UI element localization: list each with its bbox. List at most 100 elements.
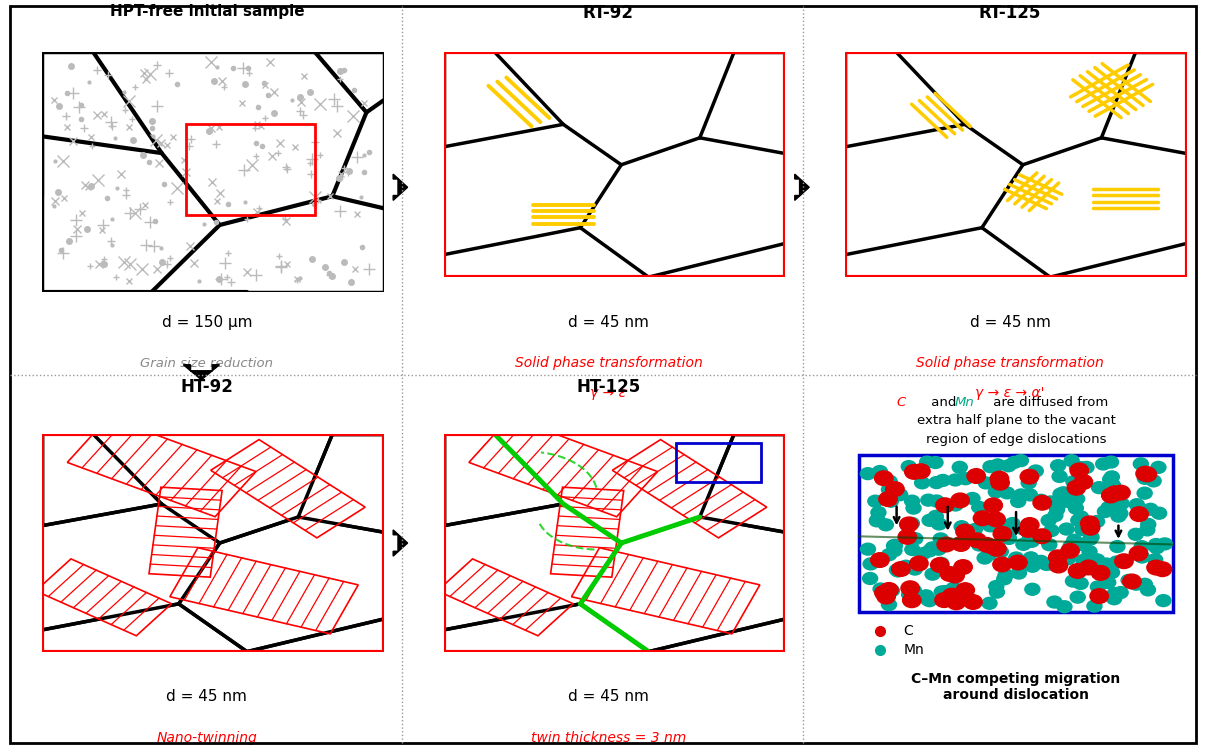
Circle shape	[978, 477, 994, 489]
Circle shape	[956, 583, 974, 598]
Circle shape	[1048, 550, 1067, 565]
Circle shape	[1097, 506, 1112, 518]
Circle shape	[902, 593, 921, 607]
Circle shape	[1076, 554, 1091, 566]
Text: Solid phase transformation: Solid phase transformation	[515, 357, 702, 370]
Circle shape	[1056, 601, 1072, 613]
Circle shape	[1158, 538, 1172, 550]
Circle shape	[1143, 503, 1158, 515]
Circle shape	[1049, 558, 1067, 573]
Circle shape	[898, 560, 913, 572]
Circle shape	[1001, 460, 1015, 472]
Circle shape	[919, 456, 935, 468]
Circle shape	[931, 518, 947, 530]
Circle shape	[952, 537, 970, 551]
Polygon shape	[211, 440, 365, 538]
Circle shape	[929, 510, 943, 522]
Circle shape	[1075, 462, 1089, 473]
Circle shape	[999, 525, 1013, 537]
Circle shape	[958, 473, 973, 485]
Circle shape	[1137, 473, 1153, 485]
Circle shape	[882, 549, 897, 560]
Circle shape	[1075, 475, 1093, 489]
Circle shape	[908, 467, 924, 479]
Circle shape	[1096, 458, 1111, 470]
Circle shape	[1044, 524, 1059, 536]
Circle shape	[1011, 496, 1025, 508]
Circle shape	[949, 567, 965, 579]
Circle shape	[1071, 515, 1085, 527]
Circle shape	[1091, 565, 1110, 580]
Circle shape	[1090, 554, 1105, 565]
Circle shape	[909, 556, 929, 571]
Circle shape	[1137, 487, 1152, 499]
Circle shape	[900, 517, 918, 532]
Circle shape	[972, 539, 987, 551]
Circle shape	[933, 557, 949, 569]
Circle shape	[936, 474, 950, 486]
Circle shape	[982, 549, 996, 561]
Circle shape	[989, 586, 1005, 598]
Circle shape	[1061, 544, 1079, 558]
Circle shape	[860, 543, 876, 555]
Circle shape	[1070, 463, 1089, 478]
Circle shape	[1105, 471, 1119, 483]
Circle shape	[927, 457, 943, 468]
Circle shape	[1072, 539, 1088, 551]
Circle shape	[911, 559, 926, 571]
Circle shape	[947, 595, 966, 610]
Circle shape	[882, 476, 897, 488]
Circle shape	[1020, 518, 1040, 533]
Circle shape	[947, 586, 961, 598]
Circle shape	[1141, 518, 1155, 530]
Polygon shape	[170, 548, 358, 634]
Circle shape	[1129, 499, 1144, 511]
Circle shape	[1075, 524, 1090, 536]
Circle shape	[904, 544, 920, 556]
Circle shape	[878, 519, 894, 531]
Circle shape	[886, 540, 902, 552]
Circle shape	[965, 527, 980, 539]
Circle shape	[1147, 560, 1165, 575]
Circle shape	[904, 495, 920, 507]
Circle shape	[965, 493, 980, 504]
Circle shape	[956, 524, 974, 539]
Circle shape	[1015, 539, 1031, 551]
Circle shape	[915, 548, 930, 560]
Circle shape	[938, 586, 953, 598]
Circle shape	[994, 527, 1012, 542]
Circle shape	[982, 597, 997, 609]
Circle shape	[984, 498, 1002, 512]
Circle shape	[1001, 533, 1017, 545]
Circle shape	[914, 477, 930, 489]
Circle shape	[1067, 534, 1082, 546]
Circle shape	[882, 484, 896, 496]
Circle shape	[973, 511, 991, 526]
Circle shape	[964, 595, 982, 610]
Circle shape	[990, 471, 1008, 486]
Circle shape	[1107, 588, 1122, 600]
Circle shape	[989, 486, 1003, 498]
Circle shape	[1155, 595, 1171, 607]
Circle shape	[1113, 586, 1128, 598]
Circle shape	[1059, 523, 1075, 535]
Circle shape	[1083, 533, 1097, 545]
Circle shape	[941, 567, 959, 581]
Circle shape	[1110, 556, 1124, 568]
Polygon shape	[36, 559, 171, 636]
Circle shape	[872, 466, 888, 477]
Circle shape	[1090, 581, 1106, 593]
Circle shape	[1048, 509, 1062, 521]
Bar	[675, 443, 761, 482]
Circle shape	[1082, 521, 1100, 535]
Circle shape	[946, 568, 965, 583]
Text: C–Mn competing migration
around dislocation: C–Mn competing migration around dislocat…	[912, 672, 1120, 702]
Circle shape	[933, 533, 948, 545]
Circle shape	[1064, 455, 1079, 467]
Circle shape	[1111, 510, 1126, 522]
Circle shape	[1047, 596, 1062, 608]
Circle shape	[1056, 487, 1071, 499]
Circle shape	[870, 514, 885, 526]
Text: RT-125: RT-125	[979, 4, 1041, 22]
Circle shape	[967, 524, 982, 536]
